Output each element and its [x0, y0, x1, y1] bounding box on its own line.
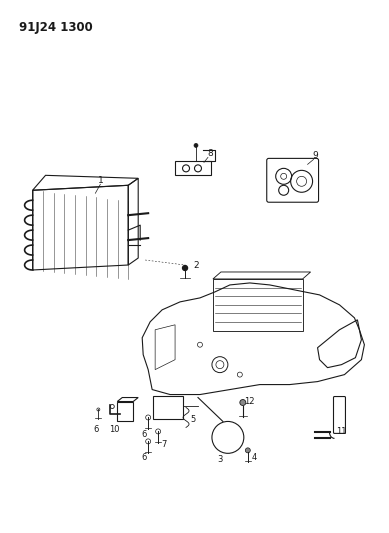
Circle shape	[245, 448, 250, 453]
Text: 5: 5	[190, 415, 196, 424]
Text: 10: 10	[109, 425, 119, 434]
Text: 6: 6	[142, 430, 147, 439]
Text: 2: 2	[193, 261, 199, 270]
Text: 12: 12	[245, 397, 255, 406]
Text: 6: 6	[94, 425, 99, 434]
Text: 6: 6	[142, 453, 147, 462]
Text: 7: 7	[161, 440, 167, 449]
Text: 8: 8	[207, 149, 213, 158]
Text: 4: 4	[251, 453, 256, 462]
Circle shape	[182, 265, 187, 270]
Text: 3: 3	[217, 455, 223, 464]
Text: 11: 11	[336, 427, 347, 436]
Circle shape	[240, 400, 246, 406]
Text: 9: 9	[313, 151, 319, 160]
Circle shape	[194, 143, 198, 148]
Text: 1: 1	[98, 176, 103, 185]
Text: 91J24 1300: 91J24 1300	[19, 21, 92, 34]
